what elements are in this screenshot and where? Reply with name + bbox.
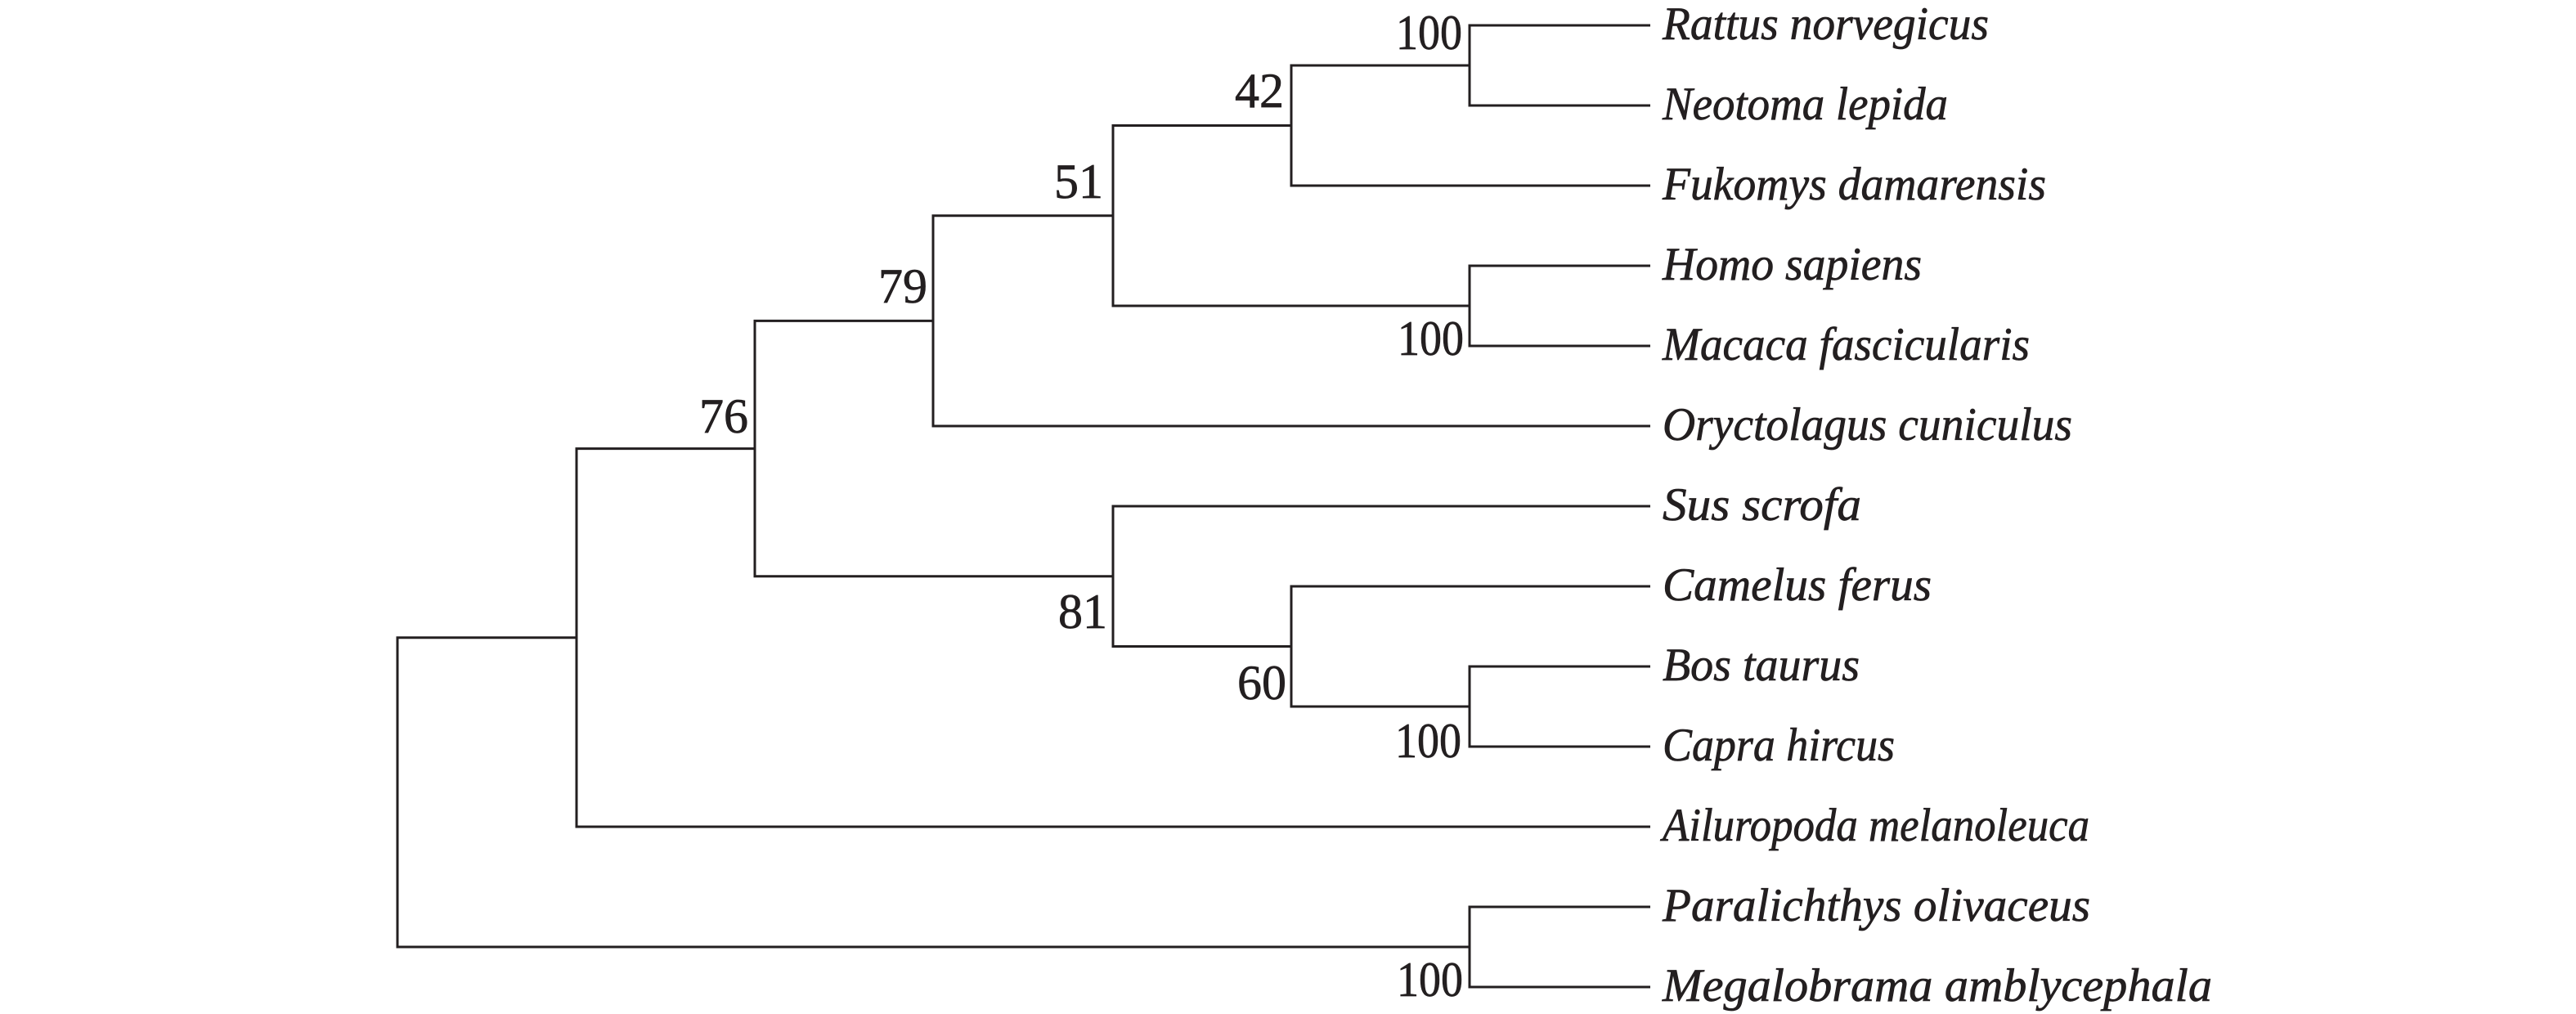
svg-text:Neotoma lepida: Neotoma lepida — [1662, 79, 1948, 130]
svg-text:Rattus norvegicus: Rattus norvegicus — [1662, 0, 1989, 50]
svg-text:100: 100 — [1395, 714, 1461, 768]
svg-text:Bos taurus: Bos taurus — [1663, 639, 1860, 691]
svg-text:42: 42 — [1235, 64, 1284, 118]
svg-text:Paralichthys olivaceus: Paralichthys olivaceus — [1662, 880, 2090, 931]
svg-text:Oryctolagus cuniculus: Oryctolagus cuniculus — [1663, 399, 2072, 451]
svg-text:100: 100 — [1398, 312, 1464, 366]
svg-text:81: 81 — [1058, 585, 1107, 639]
svg-text:Fukomys damarensis: Fukomys damarensis — [1662, 159, 2046, 210]
svg-text:Ailuropoda melanoleuca: Ailuropoda melanoleuca — [1659, 800, 2089, 851]
svg-text:100: 100 — [1396, 6, 1462, 60]
svg-text:Camelus ferus: Camelus ferus — [1663, 559, 1932, 611]
svg-text:Sus scrofa: Sus scrofa — [1663, 479, 1861, 531]
svg-text:76: 76 — [699, 389, 748, 443]
svg-text:Capra hircus: Capra hircus — [1663, 720, 1895, 771]
svg-text:79: 79 — [878, 259, 927, 313]
svg-text:Megalobrama amblycephala: Megalobrama amblycephala — [1662, 960, 2212, 1012]
svg-text:Homo sapiens: Homo sapiens — [1662, 239, 1922, 290]
svg-text:100: 100 — [1397, 953, 1463, 1007]
svg-text:60: 60 — [1237, 656, 1286, 710]
svg-text:51: 51 — [1054, 155, 1103, 209]
svg-text:Macaca fascicularis: Macaca fascicularis — [1662, 319, 2030, 370]
